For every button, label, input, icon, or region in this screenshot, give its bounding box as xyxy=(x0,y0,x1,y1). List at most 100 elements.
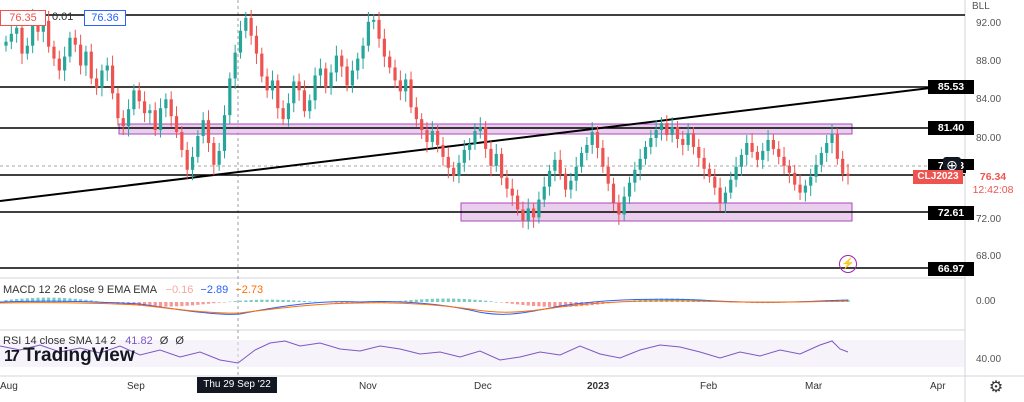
candle-body[interactable] xyxy=(260,53,264,77)
candle-body[interactable] xyxy=(436,131,440,145)
candle-body[interactable] xyxy=(569,180,573,190)
candle-body[interactable] xyxy=(755,151,760,160)
candle-body[interactable] xyxy=(164,99,168,109)
bid-price-box[interactable]: 76.35 xyxy=(0,10,46,26)
candle-body[interactable] xyxy=(169,99,173,117)
rsi-legend[interactable]: RSI 14 close SMA 14 2 41.82 Ø Ø xyxy=(3,335,184,347)
symbol-tag[interactable]: CLJ2023 xyxy=(913,170,963,184)
candle-body[interactable] xyxy=(47,20,51,47)
candle-body[interactable] xyxy=(515,195,520,210)
candle-body[interactable] xyxy=(265,76,269,91)
candle-body[interactable] xyxy=(761,150,765,160)
candle-body[interactable] xyxy=(441,144,445,157)
candle-body[interactable] xyxy=(462,149,466,163)
candle-body[interactable] xyxy=(547,170,552,187)
candle-body[interactable] xyxy=(281,108,285,120)
candle-body[interactable] xyxy=(430,131,434,142)
candle-body[interactable] xyxy=(446,156,450,168)
candle-body[interactable] xyxy=(585,144,589,153)
candle-body[interactable] xyxy=(537,199,541,218)
candle-body[interactable] xyxy=(819,152,823,165)
candle-body[interactable] xyxy=(825,142,829,153)
candle-body[interactable] xyxy=(452,167,456,176)
candle-body[interactable] xyxy=(222,115,227,151)
candle-body[interactable] xyxy=(713,176,717,188)
candle-body[interactable] xyxy=(681,139,685,145)
candle-body[interactable] xyxy=(729,179,733,193)
candle-body[interactable] xyxy=(340,55,344,67)
candle-body[interactable] xyxy=(766,139,770,151)
candle-body[interactable] xyxy=(398,80,402,92)
candle-body[interactable] xyxy=(9,33,13,42)
candle-body[interactable] xyxy=(500,153,504,178)
candle-body[interactable] xyxy=(68,37,72,57)
candle-body[interactable] xyxy=(233,52,237,79)
candle-body[interactable] xyxy=(798,184,802,193)
candle-body[interactable] xyxy=(665,123,669,136)
candle-body[interactable] xyxy=(558,159,562,174)
candle-body[interactable] xyxy=(526,208,530,221)
candle-body[interactable] xyxy=(478,127,482,132)
candle-body[interactable] xyxy=(201,120,205,137)
candle-body[interactable] xyxy=(521,209,525,221)
candle-body[interactable] xyxy=(606,166,610,184)
candle-body[interactable] xyxy=(100,70,104,88)
trendline[interactable] xyxy=(0,87,931,202)
candle-body[interactable] xyxy=(654,130,658,139)
candle-body[interactable] xyxy=(702,157,706,169)
candle-body[interactable] xyxy=(329,72,333,88)
macd-legend[interactable]: MACD 12 26 close 9 EMA EMA −0.16 −2.89 −… xyxy=(3,284,263,296)
candle-body[interactable] xyxy=(553,159,557,171)
candle-body[interactable] xyxy=(787,165,791,173)
candle-body[interactable] xyxy=(63,56,67,71)
candle-body[interactable] xyxy=(158,108,163,131)
candle-body[interactable] xyxy=(196,136,200,157)
candle-body[interactable] xyxy=(153,110,157,131)
candle-body[interactable] xyxy=(622,196,626,215)
candle-body[interactable] xyxy=(617,202,621,215)
candle-body[interactable] xyxy=(473,131,477,144)
candle-body[interactable] xyxy=(707,168,712,177)
candle-body[interactable] xyxy=(79,44,83,66)
ask-price-box[interactable]: 76.36 xyxy=(84,10,126,26)
candle-body[interactable] xyxy=(409,79,413,108)
candle-body[interactable] xyxy=(286,103,291,120)
candle-body[interactable] xyxy=(350,70,354,86)
candle-body[interactable] xyxy=(190,156,195,170)
candle-body[interactable] xyxy=(180,132,184,150)
candle-body[interactable] xyxy=(739,154,744,167)
candle-body[interactable] xyxy=(110,65,115,94)
candle-body[interactable] xyxy=(212,142,216,165)
candle-body[interactable] xyxy=(718,187,722,203)
candle-body[interactable] xyxy=(691,133,696,147)
candle-body[interactable] xyxy=(675,127,680,139)
candle-body[interactable] xyxy=(494,153,498,166)
candle-body[interactable] xyxy=(276,80,280,109)
candle-body[interactable] xyxy=(643,146,648,159)
candle-body[interactable] xyxy=(20,27,24,54)
level-label-66-97[interactable]: 66.97 xyxy=(928,262,974,276)
level-label-72-61[interactable]: 72.61 xyxy=(928,206,974,220)
candle-body[interactable] xyxy=(142,101,147,114)
candle-body[interactable] xyxy=(121,118,125,127)
candle-body[interactable] xyxy=(579,152,584,167)
candle-body[interactable] xyxy=(649,138,653,147)
candle-body[interactable] xyxy=(542,186,546,200)
candle-body[interactable] xyxy=(489,148,493,166)
candle-body[interactable] xyxy=(238,30,243,53)
candle-body[interactable] xyxy=(313,75,317,101)
candle-body[interactable] xyxy=(627,182,632,197)
candle-body[interactable] xyxy=(206,120,211,143)
candle-body[interactable] xyxy=(611,183,616,203)
lightning-icon[interactable]: ⚡ xyxy=(839,255,857,273)
candle-body[interactable] xyxy=(388,56,392,68)
candle-body[interactable] xyxy=(846,173,850,176)
candle-body[interactable] xyxy=(425,130,429,142)
candle-body[interactable] xyxy=(601,147,605,167)
candle-body[interactable] xyxy=(771,139,775,149)
candle-body[interactable] xyxy=(228,78,232,116)
candle-body[interactable] xyxy=(89,51,93,79)
candle-body[interactable] xyxy=(324,68,328,88)
candle-body[interactable] xyxy=(372,19,376,22)
